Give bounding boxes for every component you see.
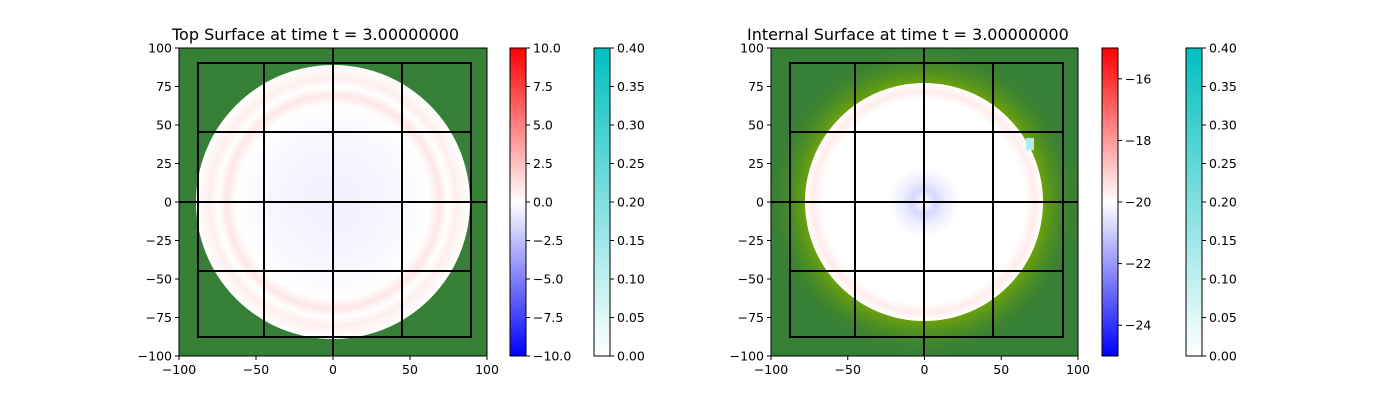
- y-tick-label: 25: [156, 156, 172, 171]
- heatmap-plot: [766, 44, 1082, 360]
- x-tick-label: −50: [243, 362, 269, 377]
- y-tick-label: 50: [156, 118, 172, 133]
- colorbar-tick-label: 0.05: [1209, 310, 1237, 325]
- y-tick-label: 100: [740, 41, 764, 56]
- top-surface-panel: Top Surface at time t = 3.00000000 −100−…: [138, 25, 645, 377]
- colorbar-gradient: [509, 47, 527, 357]
- y-tick-label: −75: [738, 310, 764, 325]
- depth-colorbar: 0.40 0.35 0.30 0.25 0.20 0.15 0.10 0.05 0.00: [1185, 41, 1237, 364]
- y-axis: −100 −75 −50 −25 0 25 50 75 100: [138, 41, 179, 364]
- colorbar-tick-label: 0.20: [617, 195, 645, 210]
- colorbar-tick-label: 0.35: [617, 79, 645, 94]
- y-tick-label: 0: [164, 195, 172, 210]
- y-tick-label: −100: [730, 349, 764, 364]
- colorbar-tick-label: 0.0: [533, 195, 553, 210]
- value-colorbar: 10.0 7.5 5.0 2.5 0.0 −2.5 −5.0 −7.5 −10.0: [509, 41, 571, 364]
- value-colorbar: −16 −18 −20 −22 −24: [1101, 47, 1151, 357]
- colorbar-ticks: −16 −18 −20 −22 −24: [1118, 71, 1151, 333]
- colorbar-tick-label: 0.35: [1209, 79, 1237, 94]
- colorbar-tick-label: 0.25: [617, 156, 645, 171]
- colorbar-tick-label: 0.00: [617, 349, 645, 364]
- y-tick-label: 25: [748, 156, 764, 171]
- x-tick-label: 100: [1066, 362, 1090, 377]
- y-tick-label: 75: [748, 79, 764, 94]
- colorbar-gradient: [1101, 47, 1119, 357]
- colorbar-tick-label: 0.15: [617, 233, 645, 248]
- colorbar-tick-label: 2.5: [533, 156, 553, 171]
- x-axis: −100 −50 0 50 100: [754, 356, 1090, 377]
- y-tick-label: 0: [756, 195, 764, 210]
- grid-frame: [197, 62, 472, 338]
- panel-title: Top Surface at time t = 3.00000000: [171, 25, 459, 44]
- x-tick-label: 100: [475, 362, 499, 377]
- colorbar-tick-label: 0.05: [617, 310, 645, 325]
- colorbar-tick-label: −16: [1125, 71, 1151, 86]
- internal-surface-panel: Internal Surface at time t = 3.00000000 …: [730, 25, 1237, 377]
- colorbar-tick-label: −18: [1125, 133, 1151, 148]
- colorbar-tick-label: 0.30: [617, 118, 645, 133]
- y-tick-label: 100: [148, 41, 172, 56]
- colorbar-tick-label: −22: [1125, 256, 1151, 271]
- y-tick-label: 75: [156, 79, 172, 94]
- colorbar-gradient: [1185, 47, 1203, 357]
- colorbar-tick-label: 0.25: [1209, 156, 1237, 171]
- colorbar-tick-label: −24: [1125, 318, 1151, 333]
- y-axis: −100 −75 −50 −25 0 25 50 75 100: [730, 41, 771, 364]
- grid-frame: [789, 62, 1064, 338]
- y-tick-label: −50: [738, 272, 764, 287]
- depth-colorbar: 0.40 0.35 0.30 0.25 0.20 0.15 0.10 0.05 0.00: [593, 41, 645, 364]
- colorbar-tick-label: 0.00: [1209, 349, 1237, 364]
- colorbar-ticks: 0.40 0.35 0.30 0.25 0.20 0.15 0.10 0.05 0.00: [610, 41, 645, 364]
- colorbar-ticks: 10.0 7.5 5.0 2.5 0.0 −2.5 −5.0 −7.5 −10.0: [526, 41, 571, 364]
- y-tick-label: −100: [138, 349, 172, 364]
- colorbar-tick-label: 0.40: [1209, 41, 1237, 56]
- y-tick-label: −25: [146, 233, 172, 248]
- colorbar-tick-label: 0.10: [617, 272, 645, 287]
- x-tick-label: −100: [162, 362, 196, 377]
- heatmap-plot: [178, 47, 488, 357]
- colorbar-tick-label: −5.0: [533, 272, 563, 287]
- colorbar-tick-label: −10.0: [533, 349, 571, 364]
- colorbar-ticks: 0.40 0.35 0.30 0.25 0.20 0.15 0.10 0.05 0.00: [1202, 41, 1237, 364]
- colorbar-tick-label: −20: [1125, 195, 1151, 210]
- colorbar-tick-label: 0.20: [1209, 195, 1237, 210]
- colorbar-tick-label: 0.30: [1209, 118, 1237, 133]
- x-tick-label: 50: [993, 362, 1009, 377]
- cyan-patch: [1026, 138, 1034, 150]
- y-tick-label: 50: [748, 118, 764, 133]
- colorbar-tick-label: 5.0: [533, 118, 553, 133]
- x-tick-label: −50: [835, 362, 861, 377]
- y-tick-label: −50: [146, 272, 172, 287]
- x-tick-label: 50: [402, 362, 418, 377]
- panel-title: Internal Surface at time t = 3.00000000: [747, 25, 1069, 44]
- colorbar-tick-label: 0.15: [1209, 233, 1237, 248]
- y-tick-label: −75: [146, 310, 172, 325]
- x-tick-label: −100: [754, 362, 788, 377]
- x-axis: −100 −50 0 50 100: [162, 356, 499, 377]
- y-tick-label: −25: [738, 233, 764, 248]
- colorbar-tick-label: −2.5: [533, 233, 563, 248]
- x-tick-label: 0: [921, 362, 929, 377]
- colorbar-tick-label: 0.40: [617, 41, 645, 56]
- colorbar-gradient: [593, 47, 611, 357]
- colorbar-tick-label: −7.5: [533, 310, 563, 325]
- colorbar-tick-label: 10.0: [533, 41, 561, 56]
- grid-lines: [179, 48, 487, 356]
- x-tick-label: 0: [329, 362, 337, 377]
- colorbar-tick-label: 0.10: [1209, 272, 1237, 287]
- colorbar-tick-label: 7.5: [533, 79, 553, 94]
- grid-lines: [771, 48, 1078, 356]
